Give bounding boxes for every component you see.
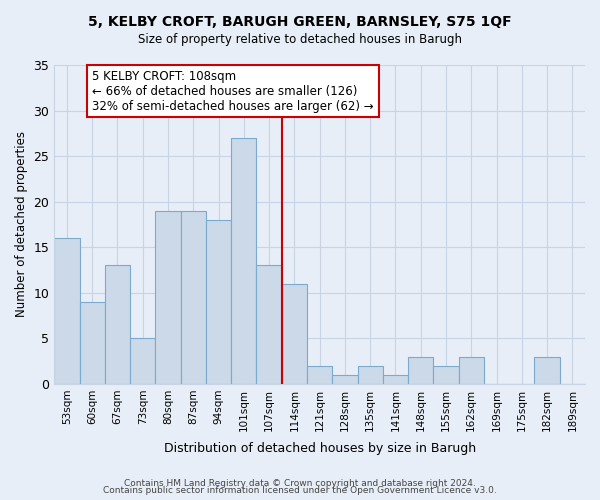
Bar [256, 266, 282, 384]
Bar [358, 366, 383, 384]
Text: Contains HM Land Registry data © Crown copyright and database right 2024.: Contains HM Land Registry data © Crown c… [124, 478, 476, 488]
X-axis label: Distribution of detached houses by size in Barugh: Distribution of detached houses by size … [164, 442, 476, 455]
Bar [383, 375, 408, 384]
Bar [332, 375, 358, 384]
Bar [433, 366, 458, 384]
Bar [105, 266, 130, 384]
Bar [206, 220, 231, 384]
Bar [307, 366, 332, 384]
Bar [282, 284, 307, 384]
Text: 5 KELBY CROFT: 108sqm
← 66% of detached houses are smaller (126)
32% of semi-det: 5 KELBY CROFT: 108sqm ← 66% of detached … [92, 70, 374, 112]
Y-axis label: Number of detached properties: Number of detached properties [15, 132, 28, 318]
Bar [535, 356, 560, 384]
Bar [54, 238, 80, 384]
Bar [130, 338, 155, 384]
Bar [80, 302, 105, 384]
Bar [408, 356, 433, 384]
Text: Size of property relative to detached houses in Barugh: Size of property relative to detached ho… [138, 32, 462, 46]
Bar [458, 356, 484, 384]
Bar [155, 211, 181, 384]
Bar [231, 138, 256, 384]
Bar [181, 211, 206, 384]
Text: 5, KELBY CROFT, BARUGH GREEN, BARNSLEY, S75 1QF: 5, KELBY CROFT, BARUGH GREEN, BARNSLEY, … [88, 15, 512, 29]
Text: Contains public sector information licensed under the Open Government Licence v3: Contains public sector information licen… [103, 486, 497, 495]
